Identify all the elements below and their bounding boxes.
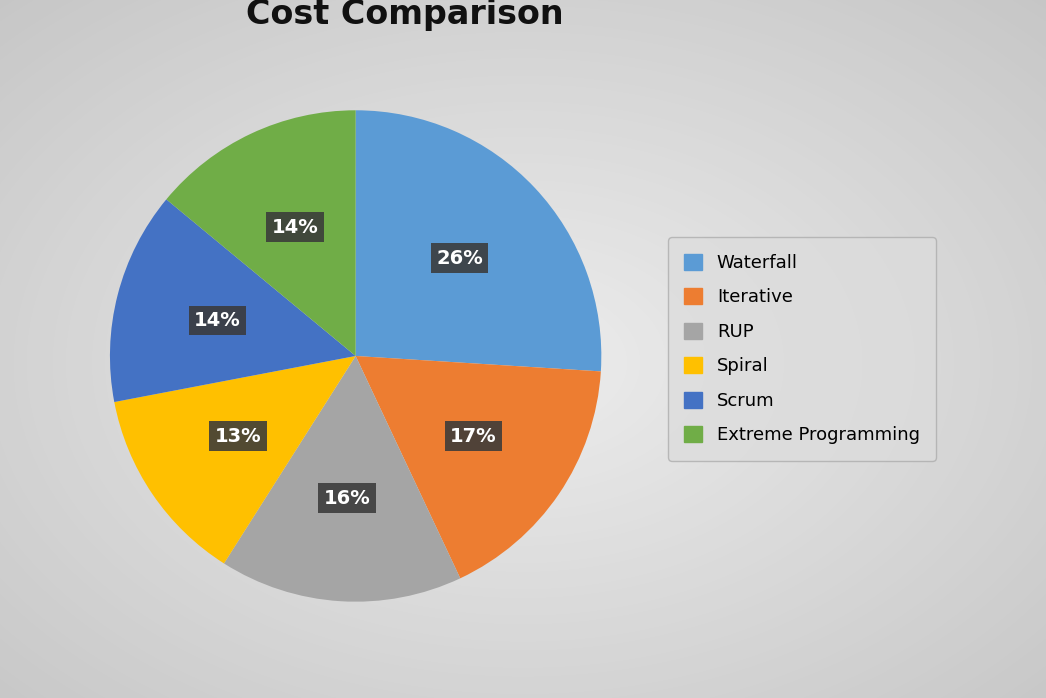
Ellipse shape: [458, 320, 588, 406]
Ellipse shape: [445, 311, 601, 415]
Text: 26%: 26%: [436, 249, 483, 268]
Ellipse shape: [353, 250, 692, 477]
Text: 13%: 13%: [214, 426, 262, 445]
Ellipse shape: [52, 49, 994, 677]
Ellipse shape: [366, 258, 680, 468]
Ellipse shape: [143, 110, 902, 616]
Ellipse shape: [379, 267, 667, 459]
Ellipse shape: [209, 154, 837, 572]
Ellipse shape: [26, 31, 1020, 695]
Ellipse shape: [314, 223, 732, 503]
Ellipse shape: [274, 198, 771, 529]
Text: 17%: 17%: [450, 426, 497, 445]
Ellipse shape: [288, 206, 758, 520]
Ellipse shape: [197, 145, 849, 581]
Ellipse shape: [340, 241, 706, 485]
Ellipse shape: [65, 58, 981, 669]
Title: Cost Comparison: Cost Comparison: [246, 0, 564, 31]
Ellipse shape: [0, 14, 1046, 698]
Text: 16%: 16%: [323, 489, 370, 507]
Ellipse shape: [418, 293, 628, 433]
Ellipse shape: [326, 232, 720, 494]
Ellipse shape: [249, 180, 798, 547]
Ellipse shape: [0, 6, 1046, 698]
Ellipse shape: [235, 171, 811, 555]
Ellipse shape: [392, 276, 654, 450]
Ellipse shape: [169, 127, 877, 599]
Ellipse shape: [39, 40, 1006, 685]
Ellipse shape: [405, 285, 640, 442]
Ellipse shape: [223, 163, 823, 564]
Wedge shape: [114, 356, 356, 563]
Wedge shape: [356, 356, 600, 578]
Legend: Waterfall, Iterative, RUP, Spiral, Scrum, Extreme Programming: Waterfall, Iterative, RUP, Spiral, Scrum…: [668, 237, 936, 461]
Ellipse shape: [13, 23, 1033, 698]
Wedge shape: [224, 356, 460, 602]
Wedge shape: [356, 110, 601, 371]
Ellipse shape: [117, 93, 929, 634]
Ellipse shape: [131, 101, 915, 625]
Text: 14%: 14%: [272, 218, 318, 237]
Ellipse shape: [471, 328, 575, 398]
Ellipse shape: [92, 75, 954, 651]
Ellipse shape: [510, 355, 537, 372]
Ellipse shape: [157, 119, 889, 607]
Ellipse shape: [78, 66, 968, 660]
Ellipse shape: [483, 337, 563, 389]
Text: 14%: 14%: [195, 311, 241, 330]
Wedge shape: [166, 110, 356, 356]
Ellipse shape: [431, 302, 614, 424]
Ellipse shape: [105, 84, 941, 642]
Ellipse shape: [301, 215, 745, 511]
Ellipse shape: [183, 136, 863, 590]
Wedge shape: [110, 200, 356, 402]
Ellipse shape: [497, 346, 549, 380]
Ellipse shape: [262, 188, 784, 537]
